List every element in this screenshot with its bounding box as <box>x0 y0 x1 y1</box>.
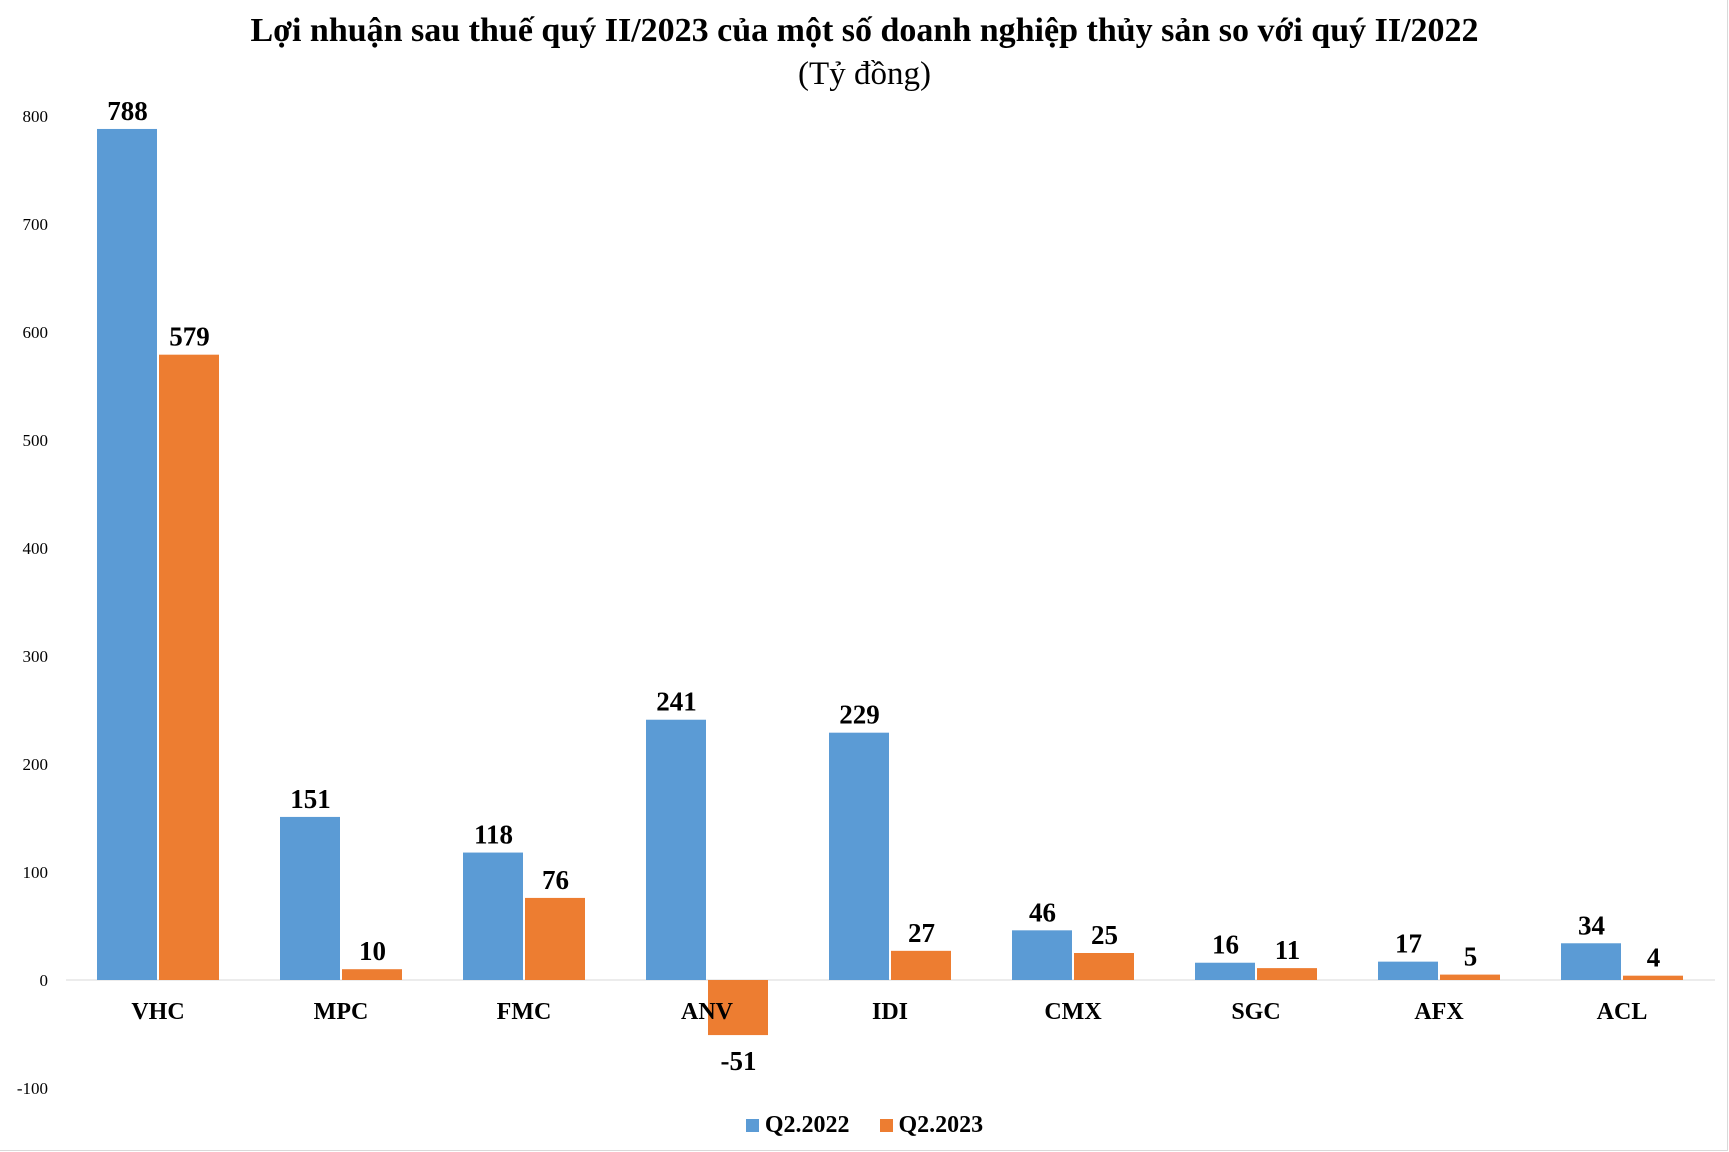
category-label: ACL <box>1597 999 1648 1025</box>
data-label: 241 <box>656 687 697 717</box>
data-label: 579 <box>169 322 210 352</box>
bar-fmc-q2-2023 <box>525 897 585 980</box>
legend-item-q2-2023: Q2.2023 <box>879 1112 984 1139</box>
data-label: 5 <box>1464 942 1478 972</box>
chart-title: Lợi nhuận sau thuế quý II/2023 của một s… <box>250 12 1479 49</box>
bar-cmx-q2-2023 <box>1074 953 1134 980</box>
bar-cmx-q2-2022 <box>1012 930 1072 980</box>
bar-fmc-q2-2022 <box>463 852 523 980</box>
y-tick-label: 800 <box>23 107 49 126</box>
y-tick-label: 600 <box>23 323 49 342</box>
bar-anv-q2-2023 <box>708 980 768 1036</box>
data-label: 10 <box>359 936 386 966</box>
bar-vhc-q2-2023 <box>159 354 219 980</box>
legend-label: Q2.2023 <box>898 1112 984 1138</box>
data-label: 76 <box>542 865 569 895</box>
bar-afx-q2-2023 <box>1440 974 1500 980</box>
category-label: SGC <box>1231 999 1280 1025</box>
bar-mpc-q2-2023 <box>342 969 402 980</box>
bar-acl-q2-2022 <box>1561 943 1621 980</box>
y-tick-label: 200 <box>23 755 49 774</box>
category-label: FMC <box>497 999 552 1025</box>
legend: Q2.2022 Q2.2023 <box>0 1112 1729 1139</box>
bar-idi-q2-2023 <box>891 950 951 980</box>
category-label: CMX <box>1044 999 1102 1025</box>
y-tick-label: 400 <box>23 539 49 558</box>
data-label: 4 <box>1647 943 1661 973</box>
category-label: VHC <box>131 999 184 1025</box>
data-label: 229 <box>839 700 880 730</box>
legend-swatch <box>879 1119 893 1132</box>
legend-item-q2-2022: Q2.2022 <box>745 1112 850 1139</box>
category-label: MPC <box>314 999 369 1025</box>
y-tick-label: 300 <box>23 647 49 666</box>
y-tick-label: 0 <box>40 971 49 990</box>
bar-vhc-q2-2022 <box>97 128 157 980</box>
category-label: AFX <box>1414 999 1464 1025</box>
bar-idi-q2-2022 <box>829 732 889 980</box>
chart-subtitle: (Tỷ đồng) <box>798 56 931 92</box>
data-label: 27 <box>908 918 935 948</box>
data-label: 16 <box>1212 930 1239 960</box>
bar-sgc-q2-2023 <box>1257 968 1317 980</box>
bar-sgc-q2-2022 <box>1195 962 1255 980</box>
data-label: 46 <box>1029 897 1056 927</box>
data-label: 34 <box>1578 910 1605 940</box>
category-label: ANV <box>681 999 734 1025</box>
data-label: -51 <box>721 1046 757 1076</box>
bar-acl-q2-2023 <box>1623 975 1683 980</box>
y-tick-label: -100 <box>17 1079 48 1098</box>
data-label: 11 <box>1275 935 1301 965</box>
bar-anv-q2-2022 <box>646 719 706 980</box>
data-label: 118 <box>474 820 513 850</box>
data-label: 151 <box>290 784 331 814</box>
bar-mpc-q2-2022 <box>280 816 340 980</box>
y-tick-label: 700 <box>23 215 49 234</box>
bar-afx-q2-2022 <box>1378 961 1438 980</box>
legend-swatch <box>745 1119 759 1132</box>
data-label: 788 <box>107 96 148 126</box>
category-label: IDI <box>872 999 908 1025</box>
y-tick-label: 100 <box>23 863 49 882</box>
legend-label: Q2.2022 <box>764 1112 850 1138</box>
data-label: 25 <box>1091 920 1118 950</box>
y-tick-label: 500 <box>23 431 49 450</box>
data-label: 17 <box>1395 929 1422 959</box>
